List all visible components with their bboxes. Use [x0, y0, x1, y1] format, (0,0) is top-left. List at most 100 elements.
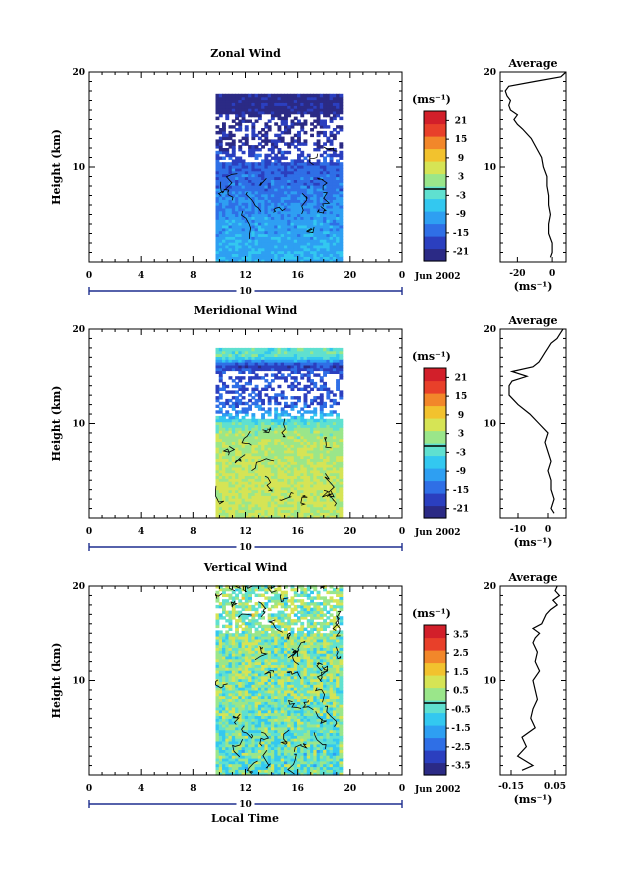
heatmap-cell — [254, 362, 259, 366]
heatmap-cell — [323, 741, 327, 745]
heatmap-cell — [319, 424, 324, 428]
heatmap-cell — [290, 125, 295, 129]
heatmap-cell — [274, 398, 279, 403]
heatmap-cell — [280, 478, 285, 482]
heatmap-cell — [287, 356, 292, 360]
heatmap-cell — [231, 430, 236, 434]
heatmap-cell — [228, 738, 233, 742]
heatmap-cell — [323, 469, 327, 474]
heatmap-cell — [323, 450, 327, 454]
heatmap-cell — [267, 413, 272, 417]
heatmap-cell — [257, 364, 262, 369]
heatmap-cell — [329, 503, 334, 508]
heatmap-cell — [306, 93, 311, 98]
heatmap-cell — [257, 216, 262, 220]
heatmap-cell — [225, 179, 230, 183]
heatmap-cell — [287, 179, 292, 183]
heatmap-cell — [290, 430, 295, 434]
heatmap-cell — [244, 509, 249, 513]
heatmap-cell — [284, 99, 288, 103]
heatmap-cell — [251, 415, 256, 420]
heatmap-cell — [267, 259, 272, 263]
heatmap-cell — [274, 202, 279, 206]
heatmap-cell — [235, 182, 239, 186]
heatmap-cell — [329, 413, 334, 417]
heatmap-cell — [290, 99, 295, 103]
heatmap-cell — [261, 139, 265, 143]
heatmap-cell — [332, 421, 337, 425]
heatmap-cell — [254, 401, 259, 406]
heatmap-cell — [244, 233, 249, 237]
heatmap-cell — [329, 153, 334, 158]
heatmap-cell — [257, 430, 262, 434]
heatmap-cell — [248, 259, 252, 263]
heatmap-cell — [290, 185, 295, 189]
heatmap-cell — [274, 222, 279, 226]
heatmap-cell — [284, 455, 288, 459]
heatmap-cell — [244, 486, 249, 491]
heatmap-cell — [306, 432, 311, 437]
heatmap-cell — [323, 438, 327, 442]
heatmap-cell — [222, 242, 226, 246]
heatmap-cell — [264, 438, 269, 442]
heatmap-cell — [225, 150, 230, 155]
contour-line — [322, 192, 331, 207]
heatmap-cell — [261, 427, 265, 431]
heatmap-cell — [261, 495, 265, 499]
heatmap-cell — [316, 242, 321, 246]
heatmap-cell — [323, 512, 327, 516]
heatmap-cell — [222, 353, 226, 357]
heatmap-cell — [336, 213, 340, 217]
heatmap-cell — [280, 393, 285, 397]
heatmap-cell — [215, 404, 220, 408]
heatmap-cell — [244, 749, 249, 753]
heatmap-cell — [235, 421, 239, 425]
average-x-label: (ms⁻¹) — [514, 536, 553, 549]
heatmap-cell — [244, 758, 249, 762]
heatmap-cell — [310, 253, 314, 257]
heatmap-cell — [244, 364, 249, 369]
heatmap-cell — [225, 760, 230, 765]
heatmap-cell — [336, 424, 340, 428]
heatmap-cell — [244, 128, 249, 132]
heatmap-cell — [261, 444, 265, 448]
heatmap-cell — [339, 202, 344, 206]
heatmap-cell — [339, 353, 344, 357]
heatmap-cell — [251, 515, 256, 519]
heatmap-cell — [339, 150, 344, 155]
heatmap-cell — [297, 108, 301, 112]
heatmap-cell — [270, 213, 275, 217]
heatmap-cell — [316, 486, 321, 491]
heatmap-cell — [270, 481, 275, 485]
heatmap-cell — [254, 350, 259, 355]
heatmap-cell — [225, 726, 230, 731]
heatmap-cell — [215, 110, 220, 115]
heatmap-cell — [287, 205, 292, 209]
heatmap-cell — [293, 418, 298, 423]
heatmap-cell — [280, 93, 285, 98]
heatmap-cell — [313, 196, 318, 200]
heatmap-cell — [270, 216, 275, 220]
heatmap-cell — [303, 452, 308, 457]
heatmap-cell — [267, 362, 272, 366]
heatmap-cell — [261, 250, 265, 254]
heatmap-cell — [316, 495, 321, 499]
heatmap-cell — [332, 370, 337, 374]
heatmap-cell — [303, 421, 308, 425]
heatmap-cell — [238, 122, 243, 126]
heatmap-cell — [238, 216, 243, 220]
heatmap-cell — [231, 384, 236, 389]
heatmap-cell — [300, 486, 305, 491]
heatmap-cell — [222, 359, 226, 363]
heatmap-cell — [280, 353, 285, 357]
heatmap-cell — [323, 735, 327, 739]
heatmap-cell — [222, 190, 226, 195]
heatmap-cell — [319, 769, 324, 773]
heatmap-cell — [225, 367, 230, 372]
heatmap-cell — [270, 387, 275, 391]
heatmap-cell — [319, 484, 324, 488]
heatmap-cell — [284, 481, 288, 485]
heatmap-cell — [284, 236, 288, 240]
heatmap-cell — [270, 726, 275, 731]
heatmap-cell — [339, 236, 344, 240]
